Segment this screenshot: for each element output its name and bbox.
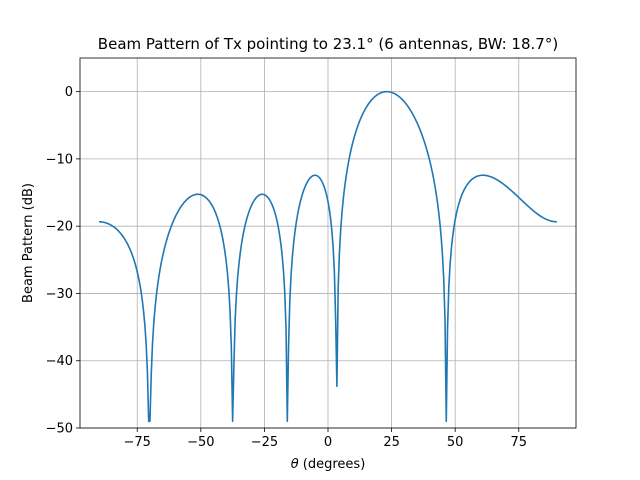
y-tick-label: −50 [46, 422, 73, 437]
x-tick-label: 0 [324, 435, 332, 450]
y-tick-label: −30 [46, 287, 73, 302]
y-tick-label: −10 [46, 152, 73, 167]
beam-pattern-series-line [99, 90, 557, 423]
chart-title: Beam Pattern of Tx pointing to 23.1° (6 … [98, 35, 558, 53]
axis-ticks: −75 −50 −25 0 25 50 75 0 −10 −20 −30 −40 −50 [46, 85, 527, 450]
x-axis-label-text: (degrees) [299, 457, 366, 472]
x-tick-label: −50 [187, 435, 214, 450]
y-tick-label: −20 [46, 220, 73, 235]
x-axis-label: θ (degrees) [291, 457, 366, 472]
y-tick-label: −40 [46, 354, 73, 369]
series-layer [99, 90, 557, 423]
x-tick-label: −25 [251, 435, 278, 450]
x-tick-label: 75 [510, 435, 527, 450]
y-axis-label: Beam Pattern (dB) [21, 183, 36, 303]
x-tick-label: 25 [383, 435, 400, 450]
x-tick-label: −75 [124, 435, 151, 450]
x-axis-label-symbol: θ [291, 457, 299, 472]
y-tick-label: 0 [65, 85, 73, 100]
x-tick-label: 50 [447, 435, 464, 450]
